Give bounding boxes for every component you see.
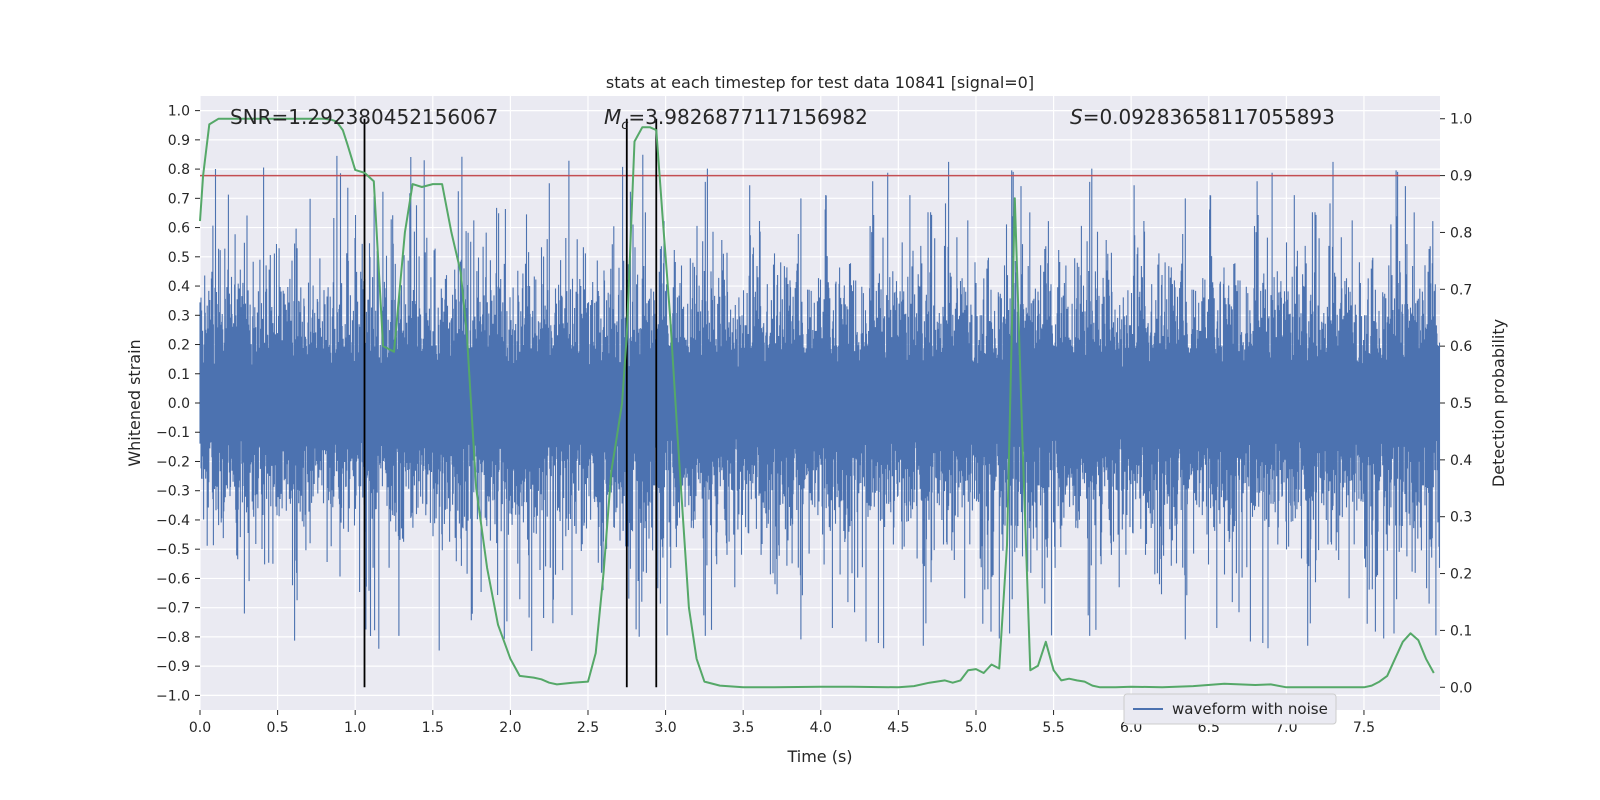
x-tick-label: 4.5 [887, 720, 909, 736]
s-symbol: S [1070, 105, 1083, 129]
x-tick-label: 0.0 [189, 720, 211, 736]
y-left-tick-label: −1.0 [156, 688, 190, 704]
s-annotation: S=0.09283658117055893 [1070, 105, 1335, 129]
s-value: =0.09283658117055893 [1083, 105, 1335, 129]
y-left-tick-label: 0.5 [168, 250, 190, 266]
y-right-tick-label: 0.4 [1450, 453, 1472, 469]
y-left-tick-label: −0.2 [156, 454, 190, 470]
x-tick-label: 1.5 [422, 720, 444, 736]
y-left-tick-label: 0.2 [168, 338, 190, 354]
x-tick-label: 5.0 [965, 720, 987, 736]
y-right-tick-label: 0.8 [1450, 225, 1472, 241]
y-left-tick-label: 0.8 [168, 162, 190, 178]
x-tick-label: 0.5 [266, 720, 288, 736]
y-left-tick-label: 0.3 [168, 308, 190, 324]
x-tick-label: 1.0 [344, 720, 366, 736]
y-left-tick-label: 0.7 [168, 191, 190, 207]
y-left-tick-label: 0.6 [168, 221, 190, 237]
waveform-trace [199, 154, 1441, 651]
y-left-axis-ticks: 1.0 0.9 0.8 0.7 0.6 0.5 0.4 0.3 0.2 0.1 0.0 −0.1 −0.… [156, 104, 200, 704]
y-left-tick-label: 0.9 [168, 133, 190, 149]
y-right-tick-label: 0.2 [1450, 567, 1472, 583]
y-right-axis-ticks: 1.0 0.9 0.8 0.7 0.6 0.5 0.4 0.3 0.2 0.1 0.0 [1440, 112, 1472, 696]
chirp-mass-value: =3.9826877117156982 [628, 105, 867, 129]
x-axis-label: Time (s) [786, 747, 852, 766]
y-left-tick-label: −0.7 [156, 601, 190, 617]
x-tick-label: 2.0 [499, 720, 521, 736]
y-left-tick-label: 1.0 [168, 104, 190, 120]
detection-probability-line [199, 117, 1435, 689]
vertical-markers [363, 118, 658, 688]
chart-title: stats at each timestep for test data 108… [606, 73, 1034, 92]
y-left-tick-label: 0.1 [168, 367, 190, 383]
y-left-tick-label: −0.1 [156, 425, 190, 441]
y-right-tick-label: 0.3 [1450, 510, 1472, 526]
legend: waveform with noise [1123, 693, 1337, 725]
x-tick-label: 3.5 [732, 720, 754, 736]
snr-annotation: SNR=1.292380452156067 [230, 105, 498, 129]
y-left-tick-label: −0.3 [156, 484, 190, 500]
probability-series [199, 117, 1435, 689]
y-right-tick-label: 0.0 [1450, 680, 1472, 696]
y-right-tick-label: 0.6 [1450, 339, 1472, 355]
y-left-tick-label: −0.4 [156, 513, 190, 529]
y-left-tick-label: −0.9 [156, 659, 190, 675]
chirp-mass-symbol: M [604, 105, 621, 129]
y-left-tick-label: −0.5 [156, 542, 190, 558]
y-right-tick-label: 0.5 [1450, 396, 1472, 412]
y-right-tick-label: 0.1 [1450, 623, 1472, 639]
y-left-tick-label: −0.6 [156, 571, 190, 587]
chirp-mass-annotation: Mc=3.9826877117156982 [604, 105, 868, 133]
y-left-axis-label: Whitened strain [125, 339, 144, 466]
legend-label: waveform with noise [1172, 700, 1328, 718]
y-right-tick-label: 1.0 [1450, 112, 1472, 128]
y-right-tick-label: 0.7 [1450, 282, 1472, 298]
y-right-axis-label: Detection probability [1489, 319, 1508, 487]
y-left-tick-label: 0.4 [168, 279, 190, 295]
x-tick-label: 3.0 [654, 720, 676, 736]
y-left-tick-label: 0.0 [168, 396, 190, 412]
x-tick-label: 2.5 [577, 720, 599, 736]
legend-box [1123, 693, 1337, 725]
waveform-series [199, 154, 1441, 651]
x-tick-label: 5.5 [1042, 720, 1064, 736]
y-right-tick-label: 0.9 [1450, 169, 1472, 185]
chirp-mass-subscript: c [621, 118, 628, 133]
x-tick-label: 7.5 [1353, 720, 1375, 736]
x-tick-label: 4.0 [810, 720, 832, 736]
y-left-tick-label: −0.8 [156, 630, 190, 646]
